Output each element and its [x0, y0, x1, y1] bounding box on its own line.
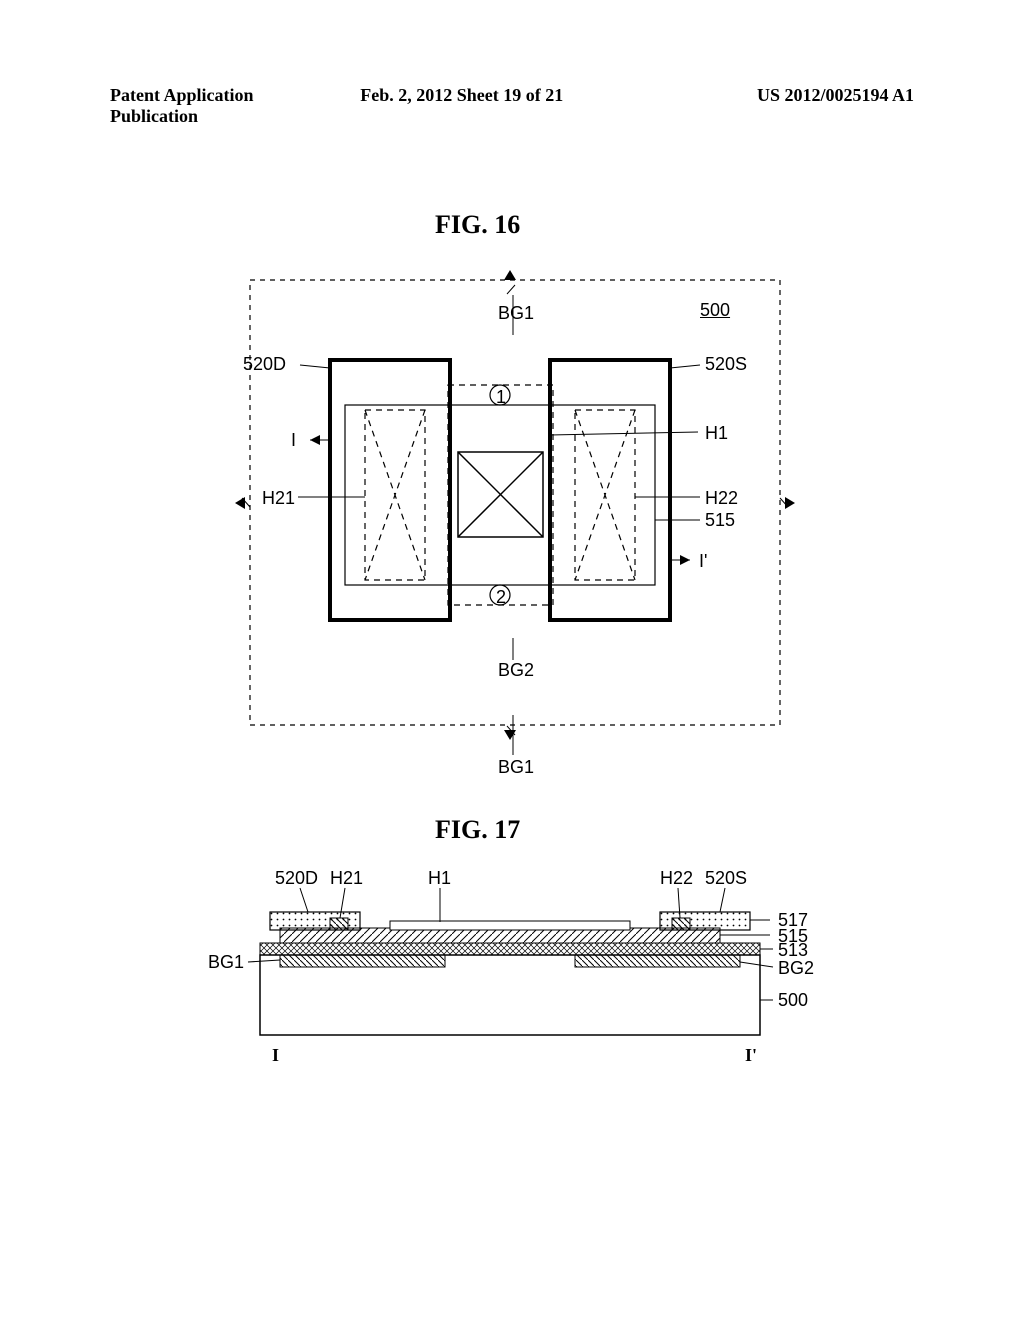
fig16-ref-circ2: 2 — [496, 587, 506, 608]
fig16-label: FIG. 16 — [435, 210, 520, 240]
page-header: Patent Application Publication Feb. 2, 2… — [0, 85, 1024, 127]
fig17-ref-BG2: BG2 — [778, 958, 814, 979]
header-right: US 2012/0025194 A1 — [613, 85, 915, 127]
fig17-ref-I: I — [272, 1045, 279, 1066]
fig16-ref-I: I — [291, 430, 296, 451]
fig16-ref-H21: H21 — [262, 488, 295, 509]
fig16-ref-Iprime: I' — [699, 551, 707, 572]
fig16-ref-515: 515 — [705, 510, 735, 531]
fig17-ref-520S: 520S — [705, 868, 747, 889]
fig17-ref-Iprime: I' — [745, 1045, 757, 1066]
fig17-ref-520D: 520D — [275, 868, 318, 889]
fig16-ref-BG1-bot: BG1 — [498, 757, 534, 778]
fig17-ref-H22: H22 — [660, 868, 693, 889]
fig16-ref-520D: 520D — [243, 354, 286, 375]
fig17-ref-H1: H1 — [428, 868, 451, 889]
fig16-ref-circ1: 1 — [496, 387, 506, 408]
header-center: Feb. 2, 2012 Sheet 19 of 21 — [311, 85, 613, 127]
fig16-ref-BG2: BG2 — [498, 660, 534, 681]
fig17-diagram: 520D H21 H1 H22 520S 517 515 513 BG2 500… — [180, 870, 880, 1100]
header-left: Patent Application Publication — [110, 85, 311, 127]
fig17-ref-H21: H21 — [330, 868, 363, 889]
fig16-ref-500: 500 — [700, 300, 730, 321]
fig17-ref-BG1: BG1 — [208, 952, 244, 973]
fig17-label: FIG. 17 — [435, 815, 520, 845]
fig16-ref-H22: H22 — [705, 488, 738, 509]
fig16-ref-H1: H1 — [705, 423, 728, 444]
fig17-ref-500: 500 — [778, 990, 808, 1011]
fig16-diagram: 500 520D 520S BG1 I H1 H21 H22 515 I' 1 … — [180, 260, 860, 780]
fig16-ref-BG1-top: BG1 — [498, 303, 534, 324]
fig16-ref-520S: 520S — [705, 354, 747, 375]
